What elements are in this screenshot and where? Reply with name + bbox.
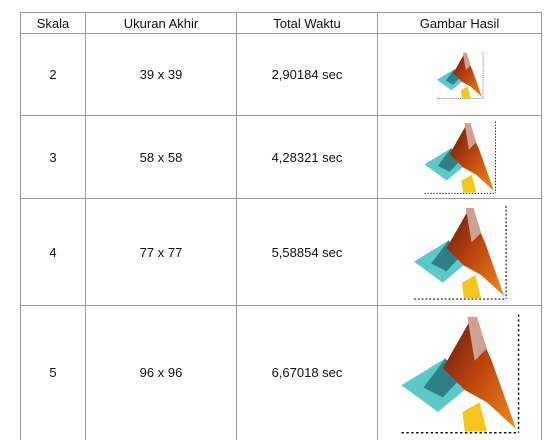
cell: 6,67018 sec — [237, 306, 378, 440]
result-image — [436, 51, 484, 99]
table-row: 5 96 x 96 6,67018 sec — [21, 306, 542, 440]
image-cell — [378, 199, 542, 306]
image-cell — [378, 116, 542, 199]
cell: 39 x 39 — [86, 34, 237, 116]
header-cell: Ukuran Akhir — [86, 13, 237, 34]
cell: 2,90184 sec — [237, 34, 378, 116]
header-cell: Total Waktu — [237, 13, 378, 34]
header-cell: Skala — [21, 13, 86, 34]
table-row: 2 39 x 39 2,90184 sec — [21, 34, 542, 116]
cell: 58 x 58 — [86, 116, 237, 199]
cell: 77 x 77 — [86, 199, 237, 306]
header-row: Skala Ukuran Akhir Total Waktu Gambar Ha… — [21, 13, 542, 34]
cell: 4,28321 sec — [237, 116, 378, 199]
table-row: 3 58 x 58 4,28321 sec — [21, 116, 542, 199]
table-row: 4 77 x 77 5,58854 sec — [21, 199, 542, 306]
cell: 5,58854 sec — [237, 199, 378, 306]
cell: 96 x 96 — [86, 306, 237, 440]
cell: 5 — [21, 306, 86, 440]
result-image — [412, 204, 508, 300]
page: Skala Ukuran Akhir Total Waktu Gambar Ha… — [0, 0, 546, 439]
image-cell — [378, 306, 542, 440]
result-table: Skala Ukuran Akhir Total Waktu Gambar Ha… — [20, 12, 542, 440]
header-cell: Gambar Hasil — [378, 13, 542, 34]
cell: 3 — [21, 116, 86, 199]
image-cell — [378, 34, 542, 116]
cell: 2 — [21, 34, 86, 116]
result-image — [423, 120, 497, 194]
cell: 4 — [21, 199, 86, 306]
result-image — [399, 312, 521, 434]
